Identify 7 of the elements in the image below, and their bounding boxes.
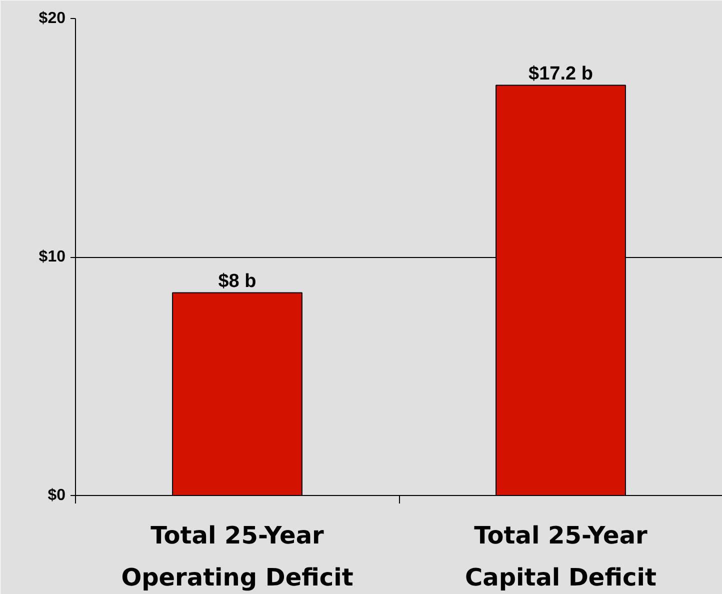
data-label: $8 b [218,270,256,292]
data-label: $17.2 b [528,63,593,84]
x-tick-label: Total 25-Year Capital Deficit [465,522,656,592]
y-tick-label: $20 [38,10,66,27]
y-tick-label: $0 [48,487,66,504]
y-tick-label: $10 [38,248,66,266]
x-tick-label: Total 25-Year Operating Deficit [121,522,354,592]
